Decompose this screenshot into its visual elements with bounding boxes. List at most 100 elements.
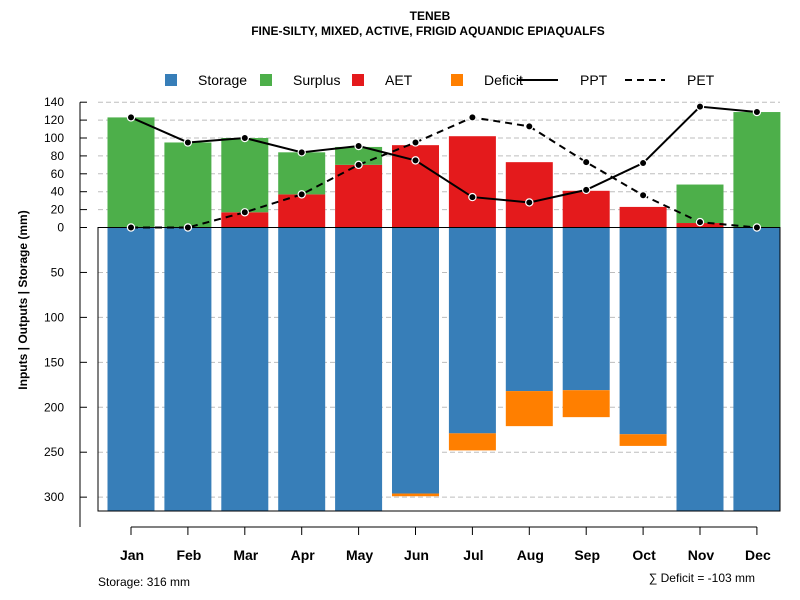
legend-label-deficit: Deficit [484, 72, 523, 88]
surplus-bar-apr [278, 152, 326, 195]
storage-bar-jun [392, 227, 439, 494]
deficit-bar-jun [392, 493, 439, 497]
aet-bar-jul [448, 136, 496, 228]
storage-footnote: Storage: 316 mm [98, 575, 190, 589]
storage-bar-aug [505, 227, 553, 392]
chart-title: TENEB [410, 9, 451, 23]
surplus-bar-dec [733, 112, 781, 228]
aet-bar-aug [505, 162, 553, 228]
storage-bar-oct [619, 227, 667, 435]
storage-bar-mar [221, 227, 269, 512]
y-tick-label-20: 20 [51, 203, 65, 217]
legend-swatch-deficit [451, 74, 463, 86]
y-tick-label-0: 0 [57, 221, 64, 235]
legend-label-ppt: PPT [580, 72, 608, 88]
y-axis-label: Inputs | Outputs | Storage (mm) [16, 210, 30, 389]
surplus-bar-feb [164, 142, 212, 228]
legend-label-aet: AET [385, 72, 413, 88]
deficit-bar-jul [448, 433, 496, 451]
storage-bar-apr [278, 227, 326, 512]
x-tick-label-oct: Oct [632, 547, 656, 563]
x-tick-label-jun: Jun [404, 547, 429, 563]
pet-point-jan [126, 223, 136, 232]
x-tick-label-may: May [346, 547, 373, 563]
legend-label-storage: Storage [198, 72, 247, 88]
ppt-point-sep [582, 185, 591, 195]
pet-point-sep [582, 157, 591, 167]
ppt-point-nov [695, 102, 705, 111]
storage-bar-may [335, 227, 383, 512]
x-tick-label-nov: Nov [688, 547, 715, 563]
legend-swatch-storage [165, 74, 177, 86]
storage-bar-feb [164, 227, 212, 512]
y-tick-label-neg-100: 100 [44, 310, 64, 324]
aet-bar-oct [619, 206, 667, 228]
pet-point-nov [695, 217, 705, 227]
x-tick-label-dec: Dec [745, 547, 771, 563]
y-tick-label-100: 100 [44, 131, 64, 145]
series-lines [126, 102, 762, 232]
y-tick-label-neg-250: 250 [44, 445, 64, 459]
y-tick-label-80: 80 [51, 149, 65, 163]
ppt-point-feb [183, 138, 193, 147]
ppt-point-apr [297, 148, 306, 157]
ppt-point-mar [240, 133, 249, 143]
pet-line [131, 116, 757, 229]
y-tick-label-120: 120 [44, 113, 64, 127]
y-tick-label-neg-150: 150 [44, 355, 64, 369]
storage-bar-jan [107, 227, 155, 512]
legend-swatch-surplus [260, 74, 272, 86]
aet-bar-mar [221, 212, 269, 228]
chart-subtitle: FINE-SILTY, MIXED, ACTIVE, FRIGID AQUAND… [251, 24, 605, 38]
aet-bar-may [335, 164, 383, 228]
x-tick-label-jul: Jul [463, 547, 483, 563]
x-tick-label-apr: Apr [291, 547, 316, 563]
y-tick-label-140: 140 [44, 95, 64, 109]
pet-point-may [354, 160, 363, 170]
x-tick-label-jan: Jan [120, 547, 144, 563]
y-tick-label-neg-300: 300 [44, 490, 64, 504]
aet-bar-sep [562, 190, 610, 228]
y-tick-label-60: 60 [51, 167, 65, 181]
storage-panel-frame [97, 227, 781, 512]
axes: 0 20 40 60 80 100 120 140 50 100 150 200 250 300 Jan Fe… [44, 95, 771, 563]
pet-point-mar [240, 208, 249, 217]
storage-bar-dec [733, 227, 781, 512]
legend-swatch-aet [352, 74, 364, 86]
storage-bar-jul [448, 227, 496, 434]
x-tick-label-mar: Mar [233, 547, 258, 563]
legend-label-surplus: Surplus [293, 72, 340, 88]
pet-point-oct [638, 191, 648, 200]
pet-point-aug [525, 122, 534, 131]
ppt-line [130, 105, 757, 204]
pet-point-dec [752, 223, 762, 232]
ppt-point-may [354, 141, 363, 151]
pet-point-feb [183, 223, 193, 232]
legend-label-pet: PET [687, 72, 715, 88]
deficit-bar-sep [562, 390, 610, 418]
ppt-point-jun [411, 156, 420, 165]
x-tick-label-aug: Aug [517, 547, 544, 563]
y-tick-label-neg-50: 50 [51, 265, 65, 279]
pet-point-apr [297, 190, 306, 199]
surplus-bar-nov [676, 184, 724, 224]
surplus-bar-mar [221, 138, 269, 213]
surplus-bar-jan [107, 117, 155, 228]
ppt-point-jul [468, 192, 477, 202]
y-tick-label-40: 40 [51, 185, 65, 199]
y-tick-label-neg-200: 200 [44, 400, 64, 414]
legend: Storage Surplus AET Deficit PPT PET [165, 72, 715, 88]
ppt-point-oct [638, 158, 648, 168]
x-tick-label-sep: Sep [574, 547, 600, 563]
storage-bar-sep [562, 227, 610, 391]
pet-point-jul [468, 113, 477, 122]
bars [97, 112, 781, 512]
ppt-point-aug [525, 198, 534, 207]
pet-point-jun [411, 138, 420, 147]
ppt-point-jan [126, 113, 136, 122]
x-tick-label-feb: Feb [176, 547, 201, 563]
deficit-bar-oct [619, 434, 667, 446]
ppt-point-dec [752, 107, 762, 117]
deficit-bar-aug [505, 391, 553, 427]
